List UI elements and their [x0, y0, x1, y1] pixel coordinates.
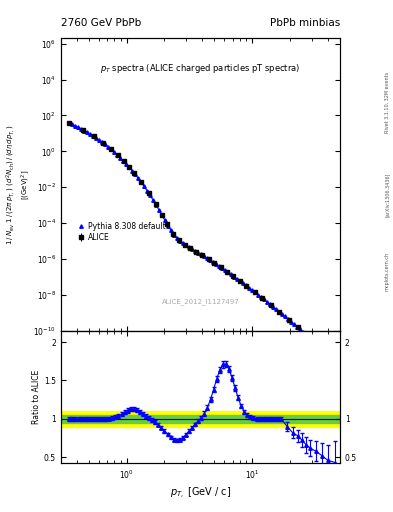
Text: mcplots.cern.ch: mcplots.cern.ch: [385, 252, 389, 291]
Pythia 8.308 default: [288, 318, 293, 325]
Text: PbPb minbias: PbPb minbias: [270, 18, 340, 28]
Pythia 8.308 default: [333, 357, 338, 364]
Pythia 8.308 default: [321, 347, 326, 353]
Y-axis label: Ratio to ALICE: Ratio to ALICE: [32, 370, 41, 424]
X-axis label: $p_{T,}$ [GeV / c]: $p_{T,}$ [GeV / c]: [170, 486, 231, 501]
Y-axis label: $1\,/\,N_{\rm ev}\ 1\,/\,(2\pi\,p_{T,})\ (d^{2}N_{\rm ch})\,/\,(d\eta\,dp_{T,})$: $1\,/\,N_{\rm ev}\ 1\,/\,(2\pi\,p_{T,})\…: [5, 124, 32, 245]
Pythia 8.308 default: [148, 192, 152, 198]
Text: 2760 GeV PbPb: 2760 GeV PbPb: [61, 18, 141, 28]
Pythia 8.308 default: [67, 120, 72, 126]
Pythia 8.308 default: [294, 324, 299, 330]
Line: Pythia 8.308 default: Pythia 8.308 default: [68, 121, 337, 362]
Text: Rivet 3.1.10, 32M events: Rivet 3.1.10, 32M events: [385, 72, 389, 133]
Pythia 8.308 default: [103, 141, 108, 147]
Text: $p_T$ spectra (ALICE charged particles pT spectra): $p_T$ spectra (ALICE charged particles p…: [100, 62, 301, 75]
Text: [arXiv:1306.3436]: [arXiv:1306.3436]: [385, 173, 389, 217]
Pythia 8.308 default: [252, 289, 257, 295]
Text: ALICE_2012_I1127497: ALICE_2012_I1127497: [162, 298, 239, 305]
Legend: Pythia 8.308 default, ALICE: Pythia 8.308 default, ALICE: [73, 219, 169, 245]
